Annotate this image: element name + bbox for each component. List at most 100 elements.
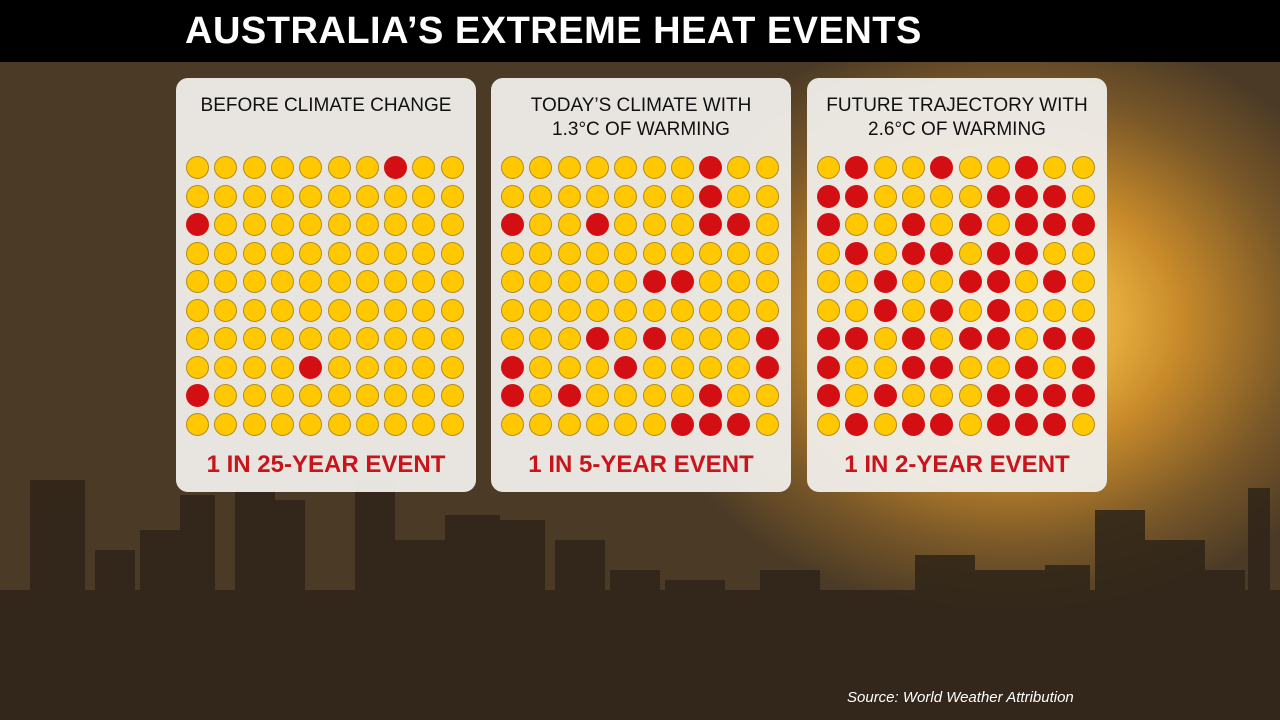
normal-dot: [1043, 355, 1067, 379]
normal-dot: [642, 184, 666, 208]
normal-dot: [817, 412, 840, 436]
normal-dot: [727, 270, 751, 293]
normal-dot: [384, 327, 408, 350]
event-dot: [755, 327, 779, 350]
normal-dot: [585, 156, 609, 179]
normal-dot: [529, 156, 553, 179]
normal-dot: [642, 355, 666, 379]
normal-dot: [529, 298, 553, 322]
normal-dot: [299, 270, 323, 293]
event-dot: [186, 213, 209, 236]
normal-dot: [242, 184, 266, 208]
normal-dot: [214, 156, 238, 179]
event-dot: [1043, 327, 1067, 350]
panel-label: 1 IN 5-YEAR EVENT: [528, 451, 754, 478]
normal-dot: [214, 384, 238, 407]
normal-dot: [642, 384, 666, 407]
normal-dot: [186, 270, 209, 293]
event-dot: [930, 156, 954, 179]
normal-dot: [755, 241, 779, 265]
normal-dot: [930, 184, 954, 208]
normal-dot: [355, 241, 379, 265]
normal-dot: [958, 156, 982, 179]
normal-dot: [642, 298, 666, 322]
event-dot: [901, 412, 925, 436]
normal-dot: [1071, 184, 1095, 208]
panel-title-line: TODAY’S CLIMATE WITH: [530, 95, 752, 116]
normal-dot: [614, 184, 638, 208]
normal-dot: [614, 156, 638, 179]
event-dot: [642, 270, 666, 293]
normal-dot: [529, 270, 553, 293]
event-dot: [901, 327, 925, 350]
normal-dot: [873, 241, 897, 265]
normal-dot: [1071, 156, 1095, 179]
normal-dot: [1071, 270, 1095, 293]
normal-dot: [585, 412, 609, 436]
normal-dot: [642, 241, 666, 265]
normal-dot: [242, 298, 266, 322]
normal-dot: [270, 213, 294, 236]
normal-dot: [214, 298, 238, 322]
normal-dot: [1071, 241, 1095, 265]
normal-dot: [327, 298, 351, 322]
event-dot: [501, 355, 524, 379]
normal-dot: [755, 270, 779, 293]
normal-dot: [327, 412, 351, 436]
normal-dot: [614, 213, 638, 236]
normal-dot: [901, 270, 925, 293]
normal-dot: [529, 355, 553, 379]
normal-dot: [242, 156, 266, 179]
event-dot: [845, 241, 869, 265]
event-dot: [986, 384, 1010, 407]
normal-dot: [817, 156, 840, 179]
normal-dot: [242, 412, 266, 436]
normal-dot: [299, 412, 323, 436]
normal-dot: [384, 184, 408, 208]
normal-dot: [755, 298, 779, 322]
normal-dot: [327, 355, 351, 379]
normal-dot: [614, 241, 638, 265]
event-dot: [755, 355, 779, 379]
panel-label: 1 IN 25-YEAR EVENT: [206, 451, 446, 478]
event-dot: [1043, 384, 1067, 407]
normal-dot: [412, 384, 436, 407]
normal-dot: [501, 270, 524, 293]
normal-dot: [845, 298, 869, 322]
normal-dot: [614, 270, 638, 293]
event-dot: [1071, 327, 1095, 350]
event-dot: [845, 184, 869, 208]
event-dot: [1043, 213, 1067, 236]
normal-dot: [242, 241, 266, 265]
normal-dot: [270, 327, 294, 350]
event-dot: [299, 355, 323, 379]
normal-dot: [440, 355, 464, 379]
normal-dot: [270, 241, 294, 265]
dot-grid: [501, 156, 786, 441]
normal-dot: [755, 213, 779, 236]
normal-dot: [755, 412, 779, 436]
dot-grid: [817, 156, 1102, 441]
normal-dot: [1071, 412, 1095, 436]
event-dot: [817, 327, 840, 350]
normal-dot: [299, 298, 323, 322]
normal-dot: [845, 270, 869, 293]
normal-dot: [355, 184, 379, 208]
normal-dot: [186, 298, 209, 322]
normal-dot: [958, 384, 982, 407]
normal-dot: [845, 355, 869, 379]
normal-dot: [873, 327, 897, 350]
normal-dot: [930, 327, 954, 350]
normal-dot: [355, 327, 379, 350]
normal-dot: [1015, 270, 1039, 293]
normal-dot: [699, 327, 723, 350]
event-dot: [986, 270, 1010, 293]
normal-dot: [670, 241, 694, 265]
event-dot: [585, 327, 609, 350]
normal-dot: [214, 241, 238, 265]
event-dot: [1015, 355, 1039, 379]
normal-dot: [585, 241, 609, 265]
normal-dot: [412, 241, 436, 265]
event-dot: [901, 355, 925, 379]
event-dot: [930, 298, 954, 322]
